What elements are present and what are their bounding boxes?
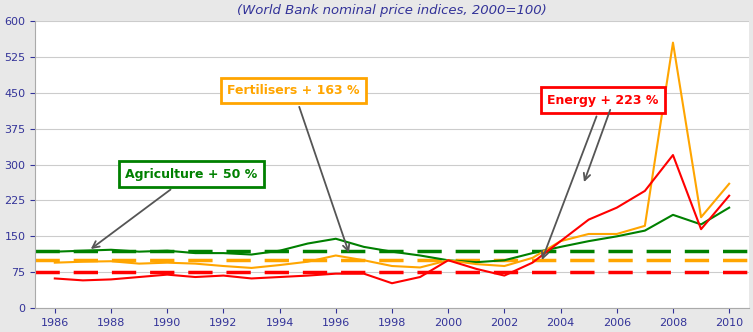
Text: Agriculture + 50 %: Agriculture + 50 %	[93, 168, 258, 248]
Text: Energy + 223 %: Energy + 223 %	[542, 94, 658, 258]
Text: Fertilisers + 163 %: Fertilisers + 163 %	[227, 84, 360, 251]
Title: (World Bank nominal price indices, 2000=100): (World Bank nominal price indices, 2000=…	[237, 4, 547, 17]
